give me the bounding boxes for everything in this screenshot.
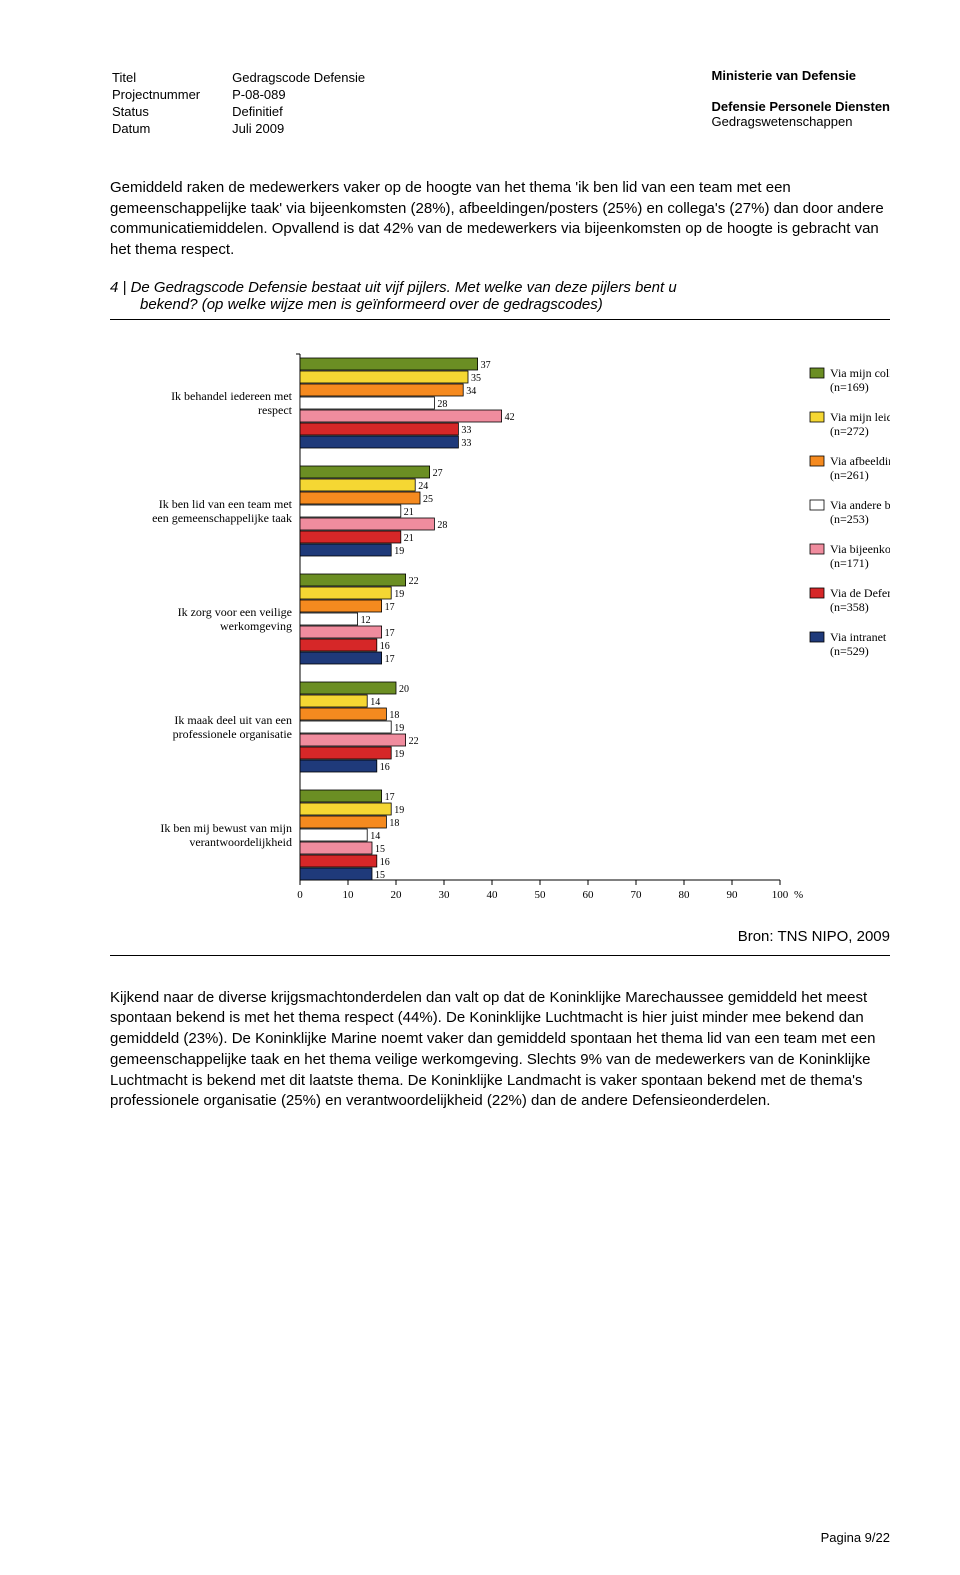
svg-text:(n=253): (n=253) bbox=[830, 512, 869, 526]
svg-text:14: 14 bbox=[370, 831, 380, 842]
svg-text:%: % bbox=[794, 889, 803, 901]
svg-text:35: 35 bbox=[471, 373, 481, 384]
svg-text:16: 16 bbox=[380, 857, 390, 868]
dept2-label: Gedragswetenschappen bbox=[712, 114, 890, 129]
svg-text:19: 19 bbox=[394, 805, 404, 816]
svg-text:22: 22 bbox=[409, 576, 419, 587]
question-line1: 4 | De Gedragscode Defensie bestaat uit … bbox=[110, 279, 677, 296]
svg-text:10: 10 bbox=[343, 889, 355, 901]
page-footer: Pagina 9/22 bbox=[821, 1530, 890, 1545]
svg-text:50: 50 bbox=[535, 889, 547, 901]
svg-text:Via mijn leidinggevende: Via mijn leidinggevende bbox=[830, 410, 890, 424]
meta-status-value: Definitief bbox=[232, 104, 395, 119]
svg-text:17: 17 bbox=[385, 654, 395, 665]
svg-text:40: 40 bbox=[487, 889, 499, 901]
svg-text:professionele organisatie: professionele organisatie bbox=[173, 727, 292, 741]
svg-text:17: 17 bbox=[385, 628, 395, 639]
meta-datum-value: Juli 2009 bbox=[232, 121, 395, 136]
svg-text:18: 18 bbox=[389, 818, 399, 829]
meta-titel-value: Gedragscode Defensie bbox=[232, 70, 395, 85]
meta-proj-label: Projectnummer bbox=[112, 87, 230, 102]
svg-text:60: 60 bbox=[583, 889, 595, 901]
svg-text:80: 80 bbox=[679, 889, 691, 901]
svg-text:24: 24 bbox=[418, 481, 428, 492]
svg-text:(n=261): (n=261) bbox=[830, 468, 869, 482]
svg-text:17: 17 bbox=[385, 792, 395, 803]
meta-datum-label: Datum bbox=[112, 121, 230, 136]
svg-text:Via bijeenkomsten: Via bijeenkomsten bbox=[830, 542, 890, 556]
svg-text:33: 33 bbox=[461, 438, 471, 449]
svg-text:verantwoordelijkheid: verantwoordelijkheid bbox=[189, 835, 292, 849]
svg-text:(n=529): (n=529) bbox=[830, 644, 869, 658]
svg-text:15: 15 bbox=[375, 844, 385, 855]
question-text: 4 | De Gedragscode Defensie bestaat uit … bbox=[110, 279, 890, 313]
svg-text:een gemeenschappelijke taak: een gemeenschappelijke taak bbox=[152, 511, 292, 525]
svg-text:25: 25 bbox=[423, 494, 433, 505]
ministry-label: Ministerie van Defensie bbox=[712, 68, 890, 83]
svg-text:(n=272): (n=272) bbox=[830, 424, 869, 438]
separator bbox=[110, 955, 890, 956]
svg-text:33: 33 bbox=[461, 425, 471, 436]
separator bbox=[110, 319, 890, 320]
paragraph-1: Gemiddeld raken de medewerkers vaker op … bbox=[110, 178, 890, 261]
svg-text:14: 14 bbox=[370, 697, 380, 708]
svg-text:17: 17 bbox=[385, 602, 395, 613]
svg-text:21: 21 bbox=[404, 507, 414, 518]
svg-text:Ik behandel iedereen met: Ik behandel iedereen met bbox=[171, 389, 293, 403]
svg-text:21: 21 bbox=[404, 533, 414, 544]
svg-text:28: 28 bbox=[437, 520, 447, 531]
meta-proj-value: P-08-089 bbox=[232, 87, 395, 102]
question-line2: bekend? (op welke wijze men is geïnforme… bbox=[110, 296, 890, 313]
svg-text:30: 30 bbox=[439, 889, 451, 901]
svg-text:34: 34 bbox=[466, 386, 476, 397]
svg-text:0: 0 bbox=[297, 889, 303, 901]
svg-text:(n=169): (n=169) bbox=[830, 380, 869, 394]
svg-text:(n=171): (n=171) bbox=[830, 556, 869, 570]
svg-text:Via intranet: Via intranet bbox=[830, 630, 887, 644]
svg-text:(n=358): (n=358) bbox=[830, 600, 869, 614]
chart-source: Bron: TNS NIPO, 2009 bbox=[110, 928, 890, 945]
svg-text:16: 16 bbox=[380, 641, 390, 652]
svg-text:Ik ben lid van een team met: Ik ben lid van een team met bbox=[159, 497, 293, 511]
meta-status-label: Status bbox=[112, 104, 230, 119]
pillars-bar-chart: 0 10 20 30 40 50 60 70 80 90 100% 3735 34 28 42 33 33 Ik … bbox=[110, 348, 890, 920]
svg-text:Via andere bladen: Via andere bladen bbox=[830, 498, 890, 512]
meta-titel-label: Titel bbox=[112, 70, 230, 85]
svg-text:Ik ben mij bewust van mijn: Ik ben mij bewust van mijn bbox=[160, 821, 292, 835]
svg-text:Via mijn collega's: Via mijn collega's bbox=[830, 366, 890, 380]
svg-text:12: 12 bbox=[361, 615, 371, 626]
svg-text:Ik maak deel uit van een: Ik maak deel uit van een bbox=[174, 713, 292, 727]
svg-text:respect: respect bbox=[258, 403, 293, 417]
svg-text:27: 27 bbox=[433, 468, 443, 479]
svg-text:15: 15 bbox=[375, 870, 385, 881]
svg-text:20: 20 bbox=[399, 684, 409, 695]
svg-text:37: 37 bbox=[481, 360, 491, 371]
doc-meta-table: TitelGedragscode Defensie ProjectnummerP… bbox=[110, 68, 397, 138]
svg-text:20: 20 bbox=[391, 889, 403, 901]
svg-text:19: 19 bbox=[394, 723, 404, 734]
svg-text:19: 19 bbox=[394, 546, 404, 557]
svg-text:Via afbeeldingen/posters: Via afbeeldingen/posters bbox=[830, 454, 890, 468]
paragraph-2: Kijkend naar de diverse krijgsmachtonder… bbox=[110, 988, 890, 1112]
svg-text:28: 28 bbox=[437, 399, 447, 410]
svg-text:16: 16 bbox=[380, 762, 390, 773]
dept1-label: Defensie Personele Diensten bbox=[712, 99, 890, 114]
svg-text:19: 19 bbox=[394, 589, 404, 600]
svg-text:70: 70 bbox=[631, 889, 643, 901]
svg-text:werkomgeving: werkomgeving bbox=[220, 619, 292, 633]
svg-text:19: 19 bbox=[394, 749, 404, 760]
svg-text:Via de Defensiebladen: Via de Defensiebladen bbox=[830, 586, 890, 600]
svg-text:Ik zorg voor een veilige: Ik zorg voor een veilige bbox=[178, 605, 292, 619]
svg-text:100: 100 bbox=[772, 889, 789, 901]
svg-text:18: 18 bbox=[389, 710, 399, 721]
svg-text:22: 22 bbox=[409, 736, 419, 747]
svg-text:42: 42 bbox=[505, 412, 515, 423]
svg-text:90: 90 bbox=[727, 889, 739, 901]
